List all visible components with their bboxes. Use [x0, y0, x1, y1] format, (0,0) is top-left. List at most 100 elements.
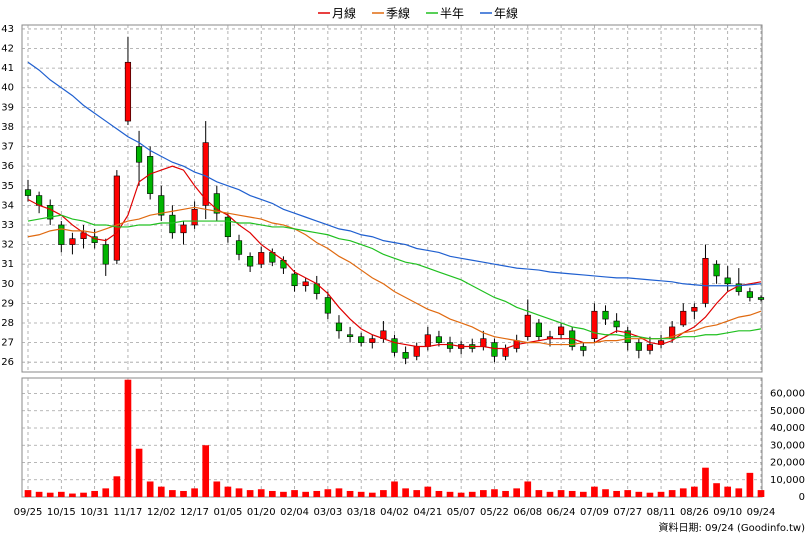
volume-bar [546, 491, 554, 497]
volume-bar [146, 481, 154, 497]
volume-tick-label: 10,000 [770, 475, 805, 486]
volume-bar [302, 491, 309, 497]
candle-body [280, 259, 287, 269]
candle-body [191, 208, 198, 226]
volume-bar [691, 486, 698, 497]
y-tick-label: 32 [1, 240, 14, 251]
candle-body [358, 336, 365, 343]
candle-body [535, 322, 542, 338]
candle-body [491, 342, 498, 357]
x-tick-label: 07/27 [613, 507, 642, 518]
volume-bar [657, 491, 665, 497]
candle-body [135, 146, 143, 163]
volume-bar [435, 490, 443, 497]
volume-bar [524, 481, 532, 497]
volume-bar [202, 445, 210, 497]
volume-bar [69, 493, 76, 497]
volume-tick-label: 20,000 [770, 458, 805, 469]
volume-bar [613, 490, 620, 497]
x-tick-label: 07/09 [580, 507, 609, 518]
volume-bar [235, 488, 243, 497]
volume-bar [280, 491, 287, 497]
volume-tick-label: 50,000 [770, 406, 805, 417]
volume-bar [313, 490, 321, 497]
volume-bar [468, 491, 476, 497]
volume-bar [502, 490, 509, 497]
candle-body [591, 310, 598, 339]
candle-body [213, 193, 220, 214]
candle-body [124, 61, 132, 122]
volume-bar [591, 486, 598, 497]
volume-bar [413, 490, 421, 497]
y-tick-label: 26 [1, 357, 14, 368]
price-frame [21, 24, 763, 373]
candle-body [324, 297, 331, 314]
x-tick-label: 12/02 [147, 507, 176, 518]
y-tick-label: 41 [1, 63, 14, 74]
volume-tick-label: 60,000 [770, 389, 805, 400]
candle-body [713, 263, 720, 277]
volume-bar [635, 491, 643, 497]
candle-body [691, 307, 698, 312]
x-tick-label: 09/25 [14, 507, 43, 518]
y-tick-label: 34 [1, 200, 14, 211]
volume-bar [513, 488, 520, 497]
volume-bar [124, 379, 132, 497]
candle-body [58, 224, 65, 245]
volume-bar [335, 488, 343, 497]
volume-bar [35, 491, 43, 497]
volume-bar [24, 490, 32, 497]
y-tick-label: 40 [1, 83, 14, 94]
x-tick-label: 11/17 [114, 507, 143, 518]
volume-bar [135, 448, 143, 497]
volume-bar [257, 489, 265, 497]
candle-body [613, 320, 620, 328]
candle-body [202, 142, 209, 206]
y-tick-label: 42 [1, 44, 14, 55]
x-tick-label: 01/05 [213, 507, 242, 518]
volume-bar [80, 492, 87, 497]
volume-bar [346, 490, 354, 497]
y-tick-label: 27 [1, 338, 14, 349]
volume-bar [579, 491, 587, 497]
y-tick-label: 35 [1, 181, 14, 192]
ma-line [27, 206, 762, 346]
volume-bar [457, 492, 465, 497]
volume-bar [568, 490, 576, 497]
legend-label: 年線 [494, 6, 518, 21]
candle-body [47, 205, 54, 220]
x-tick-label: 10/15 [47, 507, 76, 518]
candle-body [180, 224, 187, 234]
ma-line [27, 61, 762, 287]
x-tick-label: 03/18 [347, 507, 376, 518]
candle-body [446, 342, 454, 349]
ma-line [27, 214, 762, 340]
candle-body [346, 334, 354, 338]
candle-body [291, 273, 298, 287]
volume-bar [746, 472, 754, 497]
volume-bar [480, 490, 487, 497]
volume-bar [213, 481, 221, 497]
volume-bar [668, 490, 676, 497]
x-tick-label: 04/02 [380, 507, 409, 518]
candle-body [524, 314, 531, 338]
volume-bar [557, 490, 565, 497]
volume-bar [646, 492, 654, 497]
candle-body [746, 291, 753, 298]
candle-body [335, 322, 343, 332]
volume-bar [102, 488, 110, 497]
candle-body [235, 240, 243, 255]
volume-bar [269, 490, 276, 497]
x-tick-label: 12/17 [180, 507, 209, 518]
volume-bar [357, 491, 365, 497]
volume-bar [246, 490, 254, 497]
y-tick-label: 28 [1, 318, 14, 329]
volume-bar [535, 490, 543, 497]
candle-body [113, 175, 120, 261]
footer: 資料日期: 09/24 (Goodinfo.tw) [658, 521, 805, 534]
candle-body [757, 297, 765, 300]
candle-body [224, 216, 231, 238]
volume-bar [180, 490, 187, 497]
volume-bar [735, 488, 743, 497]
x-tick-label: 01/20 [247, 507, 276, 518]
